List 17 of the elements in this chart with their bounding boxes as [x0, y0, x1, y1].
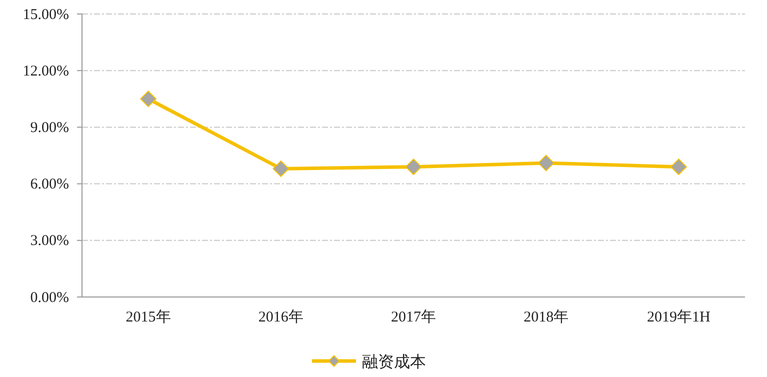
y-tick-label: 15.00% [22, 6, 69, 23]
legend-label: 融资成本 [362, 352, 426, 371]
point [272, 160, 290, 177]
x-tick-label: 2015年 [126, 308, 171, 326]
point [140, 90, 156, 108]
y-tick-label: 3.00% [30, 233, 69, 250]
y-tick-label: 12.00% [22, 63, 69, 80]
x-tick-label: 2019年1H [647, 308, 711, 326]
point [538, 154, 554, 172]
point [405, 158, 422, 175]
x-tick-label: 2016年 [258, 308, 304, 326]
y-tick-label: 6.00% [30, 176, 69, 193]
x-tick-label: 2017年 [391, 308, 436, 326]
x-tick-label: 2018年 [524, 308, 569, 326]
y-tick-label: 0.00% [30, 290, 69, 306]
y-tick-label: 9.00% [30, 120, 69, 136]
point [670, 158, 687, 175]
